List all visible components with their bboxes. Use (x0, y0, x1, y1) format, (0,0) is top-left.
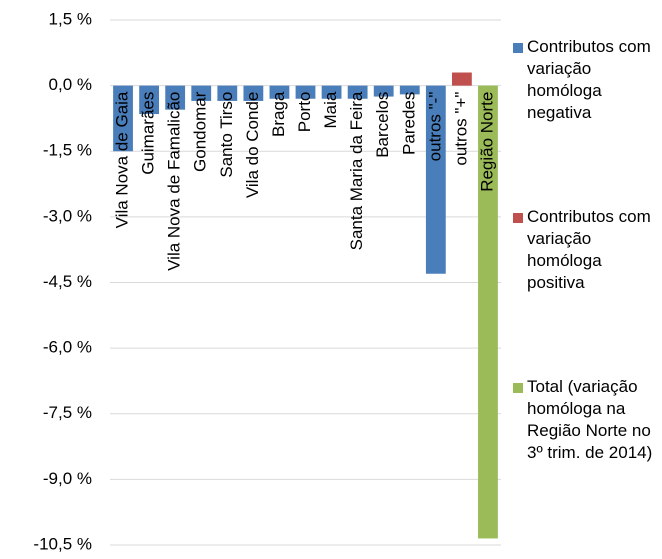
legend-entry: Contributos com variação homóloga negati… (510, 36, 662, 124)
bar (321, 85, 342, 99)
x-tick-label: Gondomar (191, 91, 210, 172)
y-tick-label: -9,0 % (43, 469, 92, 488)
bar (269, 85, 290, 99)
y-tick-label: -3,0 % (43, 206, 92, 225)
x-tick-label: Santa Maria da Feira (347, 91, 366, 250)
y-tick-label: 0,0 % (49, 75, 92, 94)
x-tick-label: Braga (269, 91, 288, 137)
bar (399, 85, 420, 95)
x-tick-label: Porto (295, 92, 314, 133)
bar (191, 85, 212, 101)
bar (217, 85, 238, 101)
x-tick-label: Vila Nova de Gaia (113, 91, 132, 228)
legend-entry: Contributos com variação homóloga positi… (510, 206, 662, 294)
bar (113, 85, 133, 152)
x-tick-label: Paredes (399, 92, 418, 155)
bar (243, 85, 264, 101)
legend-label: Total (variação homóloga na Região Norte… (527, 377, 653, 462)
bar (347, 85, 368, 99)
y-tick-label: -1,5 % (43, 141, 92, 160)
legend-marker (513, 383, 523, 393)
bar (165, 85, 186, 110)
legend-marker (513, 43, 523, 53)
x-tick-label: Maia (321, 91, 340, 128)
legend-label: Contributos com variação homóloga negati… (527, 37, 651, 122)
y-tick-label: -4,5 % (43, 272, 92, 291)
y-tick-label: 1,5 % (49, 9, 92, 28)
y-tick-label: -6,0 % (43, 338, 92, 357)
x-tick-label: Barcelos (373, 92, 392, 158)
legend-entry: Total (variação homóloga na Região Norte… (510, 376, 662, 464)
bar (295, 85, 316, 99)
y-tick-label: -7,5 % (43, 403, 92, 422)
x-tick-label: Santo Tirso (217, 92, 236, 178)
bar (425, 85, 446, 274)
legend-label: Contributos com variação homóloga positi… (527, 207, 651, 292)
legend-marker (513, 213, 523, 223)
x-tick-label: Vila do Conde (243, 92, 262, 199)
x-tick-label: outros "-" (425, 92, 444, 162)
y-tick-label: -10,5 % (33, 534, 92, 553)
x-tick-label: Região Norte (477, 92, 496, 192)
bar (478, 85, 498, 539)
x-tick-label: Guimarães (139, 92, 158, 175)
bar (373, 85, 394, 97)
x-tick-label: Vila Nova de Famalicão (165, 92, 184, 271)
bar (451, 72, 472, 86)
x-tick-label: outros "+" (451, 92, 470, 166)
bar (139, 85, 160, 115)
